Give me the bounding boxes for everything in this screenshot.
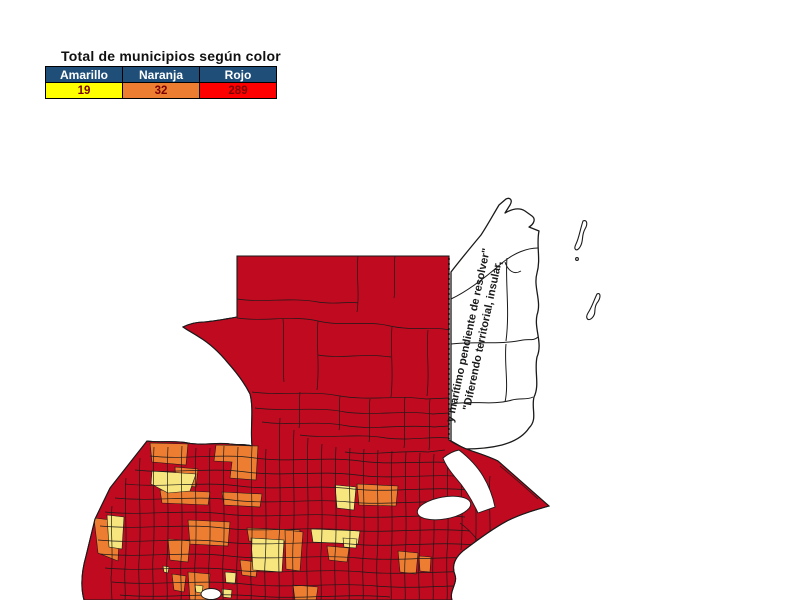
belize-outline — [450, 197, 540, 450]
legend-title: Total de municipios según color — [61, 48, 281, 64]
belize-district-borders — [450, 247, 539, 405]
legend-value-row: 19 32 289 — [45, 82, 277, 99]
legend: Total de municipios según color Amarillo… — [45, 48, 281, 99]
legend-header-rojo: Rojo — [199, 66, 277, 83]
guatemala-country-outline — [81, 255, 551, 600]
municipality-borders-mesh — [97, 256, 539, 600]
legend-table: Amarillo Naranja Rojo 19 32 289 — [45, 66, 277, 99]
lake-atitlan — [200, 588, 222, 600]
belize-cayes-islands — [574, 220, 601, 321]
legend-count-naranja: 32 — [122, 82, 200, 99]
legend-header-amarillo: Amarillo — [45, 66, 123, 83]
belize-region — [450, 197, 601, 450]
south-vertical-borders — [110, 417, 491, 600]
amatique-bay — [442, 449, 496, 514]
legend-count-rojo: 289 — [199, 82, 277, 99]
water-bodies — [200, 449, 496, 600]
peten-borders — [236, 256, 539, 550]
lake-izabal — [416, 495, 472, 521]
legend-count-amarillo: 19 — [45, 82, 123, 99]
legend-header-naranja: Naranja — [122, 66, 200, 83]
legend-header-row: Amarillo Naranja Rojo — [45, 66, 277, 83]
